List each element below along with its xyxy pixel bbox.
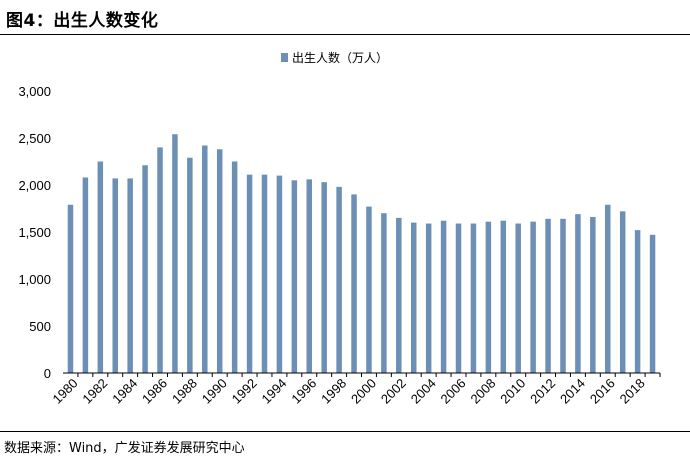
y-tick-label: 1,000 [18, 272, 51, 287]
bar [649, 234, 656, 373]
y-tick-label: 3,000 [18, 84, 51, 99]
x-tick-label: 1992 [229, 376, 260, 407]
x-tick-label: 2000 [348, 376, 379, 407]
y-tick-label: 1,500 [18, 225, 51, 240]
bar [515, 223, 521, 373]
bar [231, 161, 238, 373]
x-tick-label: 1988 [169, 376, 200, 407]
bar [634, 230, 641, 373]
bar [605, 204, 611, 373]
bar [276, 175, 283, 373]
x-tick-label: 1982 [79, 376, 110, 407]
x-tick-label: 2016 [587, 376, 618, 407]
bar [291, 180, 298, 373]
y-axis: 0 500 1,000 1,500 2,000 2,500 3,000 [18, 84, 51, 381]
x-tick-label: 2018 [617, 376, 648, 407]
bar [306, 179, 313, 373]
bar [500, 220, 507, 373]
bar [410, 222, 417, 373]
bar [485, 221, 492, 373]
x-tick-label: 2012 [527, 376, 558, 407]
bar [575, 214, 581, 373]
bar [590, 216, 596, 373]
y-tick-label: 0 [44, 366, 51, 381]
bar [455, 223, 462, 373]
x-tick-label: 1998 [318, 376, 349, 407]
bar [396, 217, 402, 373]
bar [112, 178, 118, 373]
bar [440, 220, 447, 373]
y-tick-label: 2,000 [18, 178, 51, 193]
x-axis: 1980198219841986198819901992199419961998… [50, 373, 661, 407]
x-tick-label: 1996 [288, 376, 319, 407]
bar [157, 147, 163, 373]
bar [142, 165, 148, 373]
bar [425, 223, 432, 373]
y-tick-label: 500 [29, 319, 51, 334]
bar [261, 174, 268, 373]
bar [530, 221, 536, 373]
bar [351, 194, 357, 373]
legend: 出生人数（万人） [281, 50, 388, 65]
bar [216, 149, 223, 373]
bar [321, 182, 327, 373]
top-divider [0, 34, 690, 35]
bar [82, 177, 89, 373]
bar [202, 145, 208, 373]
bar [366, 206, 372, 373]
x-tick-label: 2010 [497, 376, 528, 407]
x-tick-label: 1994 [258, 376, 289, 407]
x-tick-label: 1990 [199, 376, 230, 407]
bars [67, 134, 656, 373]
x-tick-label: 1980 [50, 376, 81, 407]
bar [470, 223, 477, 373]
x-tick-label: 2014 [557, 376, 588, 407]
legend-label: 出生人数（万人） [292, 50, 388, 65]
bar [619, 211, 626, 373]
bar [381, 213, 387, 373]
bar [246, 174, 253, 373]
bar [545, 218, 551, 373]
x-tick-label: 1984 [109, 376, 140, 407]
x-tick-label: 2008 [467, 376, 498, 407]
source-note: 数据来源：Wind，广发证券发展研究中心 [4, 441, 245, 456]
bar [172, 134, 178, 373]
x-tick-label: 2002 [378, 376, 409, 407]
x-tick-label: 1986 [139, 376, 170, 407]
x-tick-label: 2006 [438, 376, 469, 407]
chart-title: 图4：出生人数变化 [6, 11, 159, 31]
bottom-divider [0, 431, 690, 432]
bar [67, 204, 74, 373]
x-tick-label: 2004 [408, 376, 439, 407]
bar [560, 218, 566, 373]
y-tick-label: 2,500 [18, 131, 51, 146]
bar [97, 161, 104, 373]
legend-swatch [281, 53, 288, 62]
bar [127, 178, 133, 373]
bar [187, 157, 193, 373]
bar [336, 186, 342, 373]
bar-chart: 出生人数（万人） 0 500 1,000 1,500 2,000 2,500 3,000 1… [18, 50, 661, 407]
